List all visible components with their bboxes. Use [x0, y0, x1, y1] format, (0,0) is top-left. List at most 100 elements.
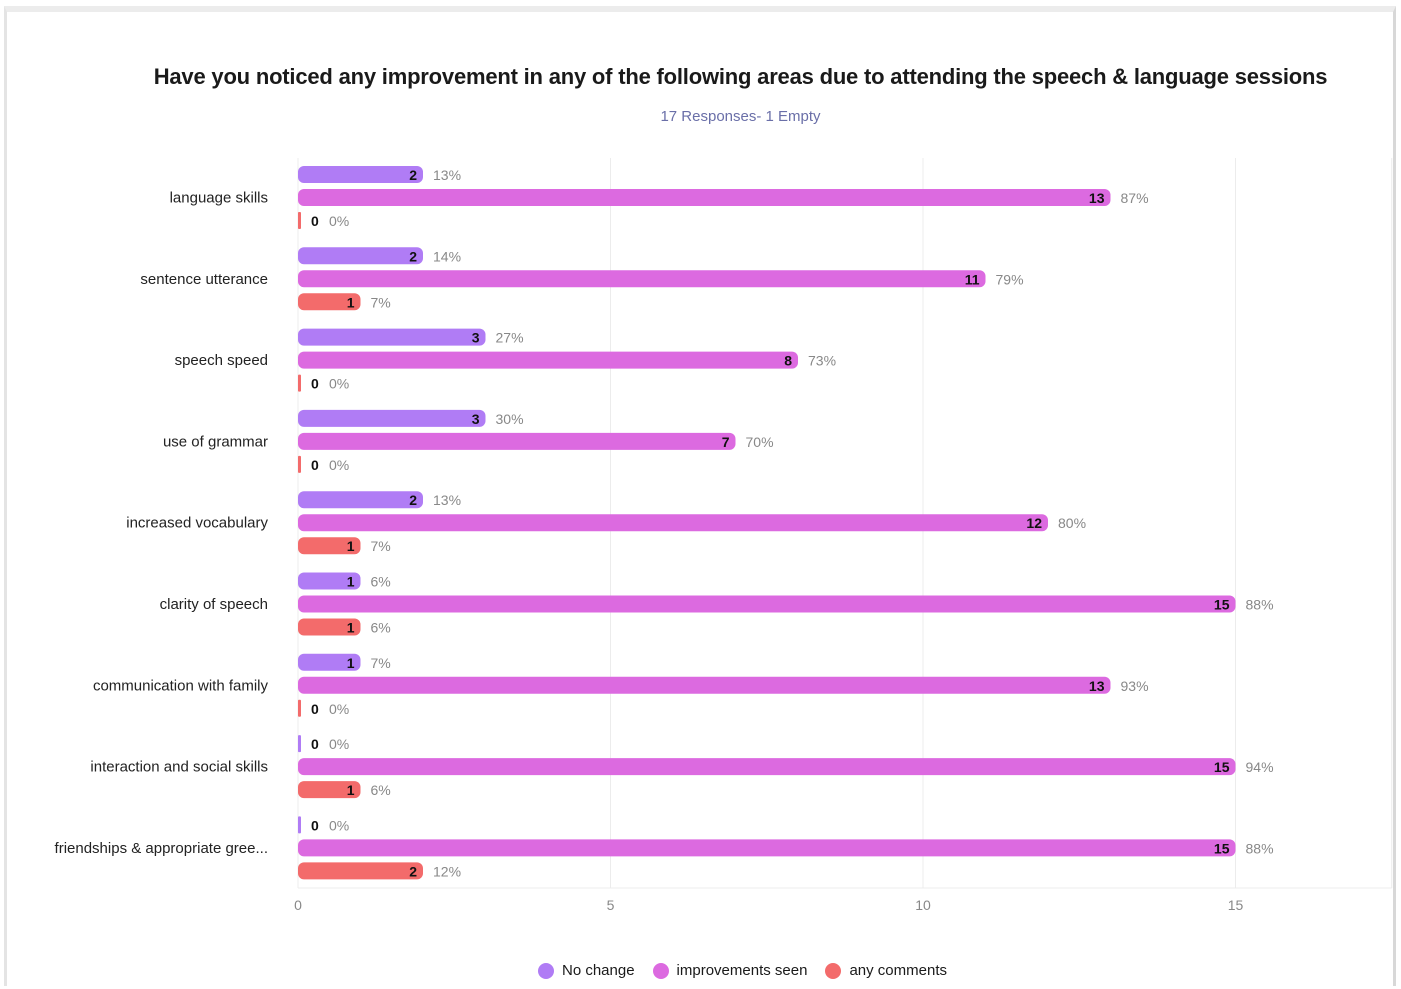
bar-value-2-0: 0 — [311, 213, 319, 229]
bar-percent-2-5: 6% — [371, 620, 391, 636]
bar-value-2-8: 2 — [409, 863, 417, 879]
bar-2-3 — [298, 455, 301, 473]
bar-1-7 — [298, 758, 1236, 776]
bar-0-7 — [298, 735, 301, 753]
bar-percent-0-4: 13% — [433, 492, 461, 508]
chart-subtitle: 17 Responses- 1 Empty — [660, 108, 821, 125]
category-label-5: clarity of speech — [160, 596, 268, 613]
bar-2-8 — [298, 862, 423, 880]
bar-value-2-5: 1 — [347, 620, 355, 636]
bar-percent-2-7: 6% — [371, 782, 391, 798]
legend-swatch-no-change — [537, 962, 554, 979]
bar-1-4 — [298, 514, 1048, 532]
bar-percent-0-7: 0% — [329, 736, 349, 752]
bar-percent-2-8: 12% — [433, 863, 461, 879]
bar-percent-0-0: 13% — [433, 167, 461, 183]
bar-2-0 — [298, 212, 301, 229]
bar-1-3 — [298, 432, 736, 450]
bar-0-4 — [298, 491, 423, 509]
bar-percent-1-3: 70% — [746, 434, 774, 450]
bar-value-1-7: 15 — [1214, 759, 1230, 775]
legend-swatch-any-comments — [825, 962, 842, 979]
bar-0-6 — [298, 653, 361, 671]
bar-percent-1-7: 94% — [1246, 759, 1274, 775]
legend-swatch-improvements-seen — [652, 962, 669, 979]
bar-value-0-1: 2 — [409, 248, 417, 264]
bar-value-2-2: 0 — [311, 376, 319, 392]
bar-value-0-6: 1 — [347, 655, 355, 671]
bar-percent-1-0: 87% — [1121, 190, 1149, 206]
legend-item-any-comments[interactable]: any comments — [825, 962, 947, 979]
bar-1-5 — [298, 595, 1236, 613]
category-label-1: sentence utterance — [140, 271, 268, 288]
bar-0-5 — [298, 572, 361, 590]
legend-label-any-comments: any comments — [849, 962, 947, 979]
bar-2-1 — [298, 293, 361, 311]
bar-1-6 — [298, 676, 1111, 694]
bar-value-1-4: 12 — [1026, 515, 1042, 531]
chart-title: Have you noticed any improvement in any … — [153, 64, 1328, 89]
bar-value-1-8: 15 — [1214, 840, 1230, 856]
category-label-3: use of grammar — [163, 433, 268, 450]
bar-percent-2-0: 0% — [329, 213, 349, 229]
bar-percent-0-6: 7% — [371, 655, 391, 671]
bar-0-8 — [298, 816, 301, 834]
bar-percent-2-1: 7% — [371, 294, 391, 310]
bar-value-1-2: 8 — [784, 353, 792, 369]
bar-0-2 — [298, 328, 486, 346]
bar-percent-1-4: 80% — [1058, 515, 1086, 531]
bar-percent-2-6: 0% — [329, 701, 349, 717]
bar-2-5 — [298, 618, 361, 636]
bar-value-2-1: 1 — [347, 294, 355, 310]
bar-0-3 — [298, 409, 486, 427]
bar-value-0-8: 0 — [311, 817, 319, 833]
category-label-6: communication with family — [93, 677, 269, 694]
x-tick-label-10: 10 — [915, 897, 931, 913]
bar-value-0-3: 3 — [472, 411, 480, 427]
bar-2-2 — [298, 374, 301, 392]
bar-percent-1-8: 88% — [1246, 840, 1274, 856]
bar-percent-1-5: 88% — [1246, 597, 1274, 613]
category-label-7: interaction and social skills — [90, 759, 268, 776]
bar-percent-2-4: 7% — [371, 538, 391, 554]
bar-value-1-3: 7 — [722, 434, 730, 450]
bar-value-1-6: 13 — [1089, 678, 1105, 694]
legend-item-no-change[interactable]: No change — [537, 962, 635, 979]
chart-frame — [4, 6, 1396, 986]
bar-value-2-3: 0 — [311, 457, 319, 473]
bar-value-2-7: 1 — [347, 782, 355, 798]
bar-percent-0-8: 0% — [329, 817, 349, 833]
legend-label-no-change: No change — [561, 962, 635, 979]
category-label-0: language skills — [170, 190, 268, 207]
bar-0-0 — [298, 166, 423, 183]
bar-0-1 — [298, 247, 423, 265]
bar-value-0-7: 0 — [311, 736, 319, 752]
bar-value-0-0: 2 — [409, 167, 417, 183]
chart-legend: No change improvements seen any comments — [0, 962, 1401, 979]
bar-1-2 — [298, 351, 798, 369]
bar-value-2-4: 1 — [347, 538, 355, 554]
bar-percent-2-2: 0% — [329, 376, 349, 392]
category-label-8: friendships & appropriate gree... — [55, 840, 268, 857]
bar-percent-0-5: 6% — [371, 574, 391, 590]
bar-value-0-2: 3 — [472, 330, 480, 346]
bar-value-2-6: 0 — [311, 701, 319, 717]
bar-value-0-5: 1 — [347, 574, 355, 590]
bar-2-4 — [298, 537, 361, 555]
legend-item-improvements-seen[interactable]: improvements seen — [652, 962, 808, 979]
bar-percent-0-2: 27% — [496, 330, 524, 346]
x-tick-label-15: 15 — [1228, 897, 1244, 913]
category-label-4: increased vocabulary — [126, 515, 268, 532]
x-tick-label-5: 5 — [607, 897, 615, 913]
bar-1-0 — [298, 189, 1111, 206]
category-label-2: speech speed — [175, 352, 268, 369]
bar-2-6 — [298, 699, 301, 717]
bar-percent-1-6: 93% — [1121, 678, 1149, 694]
legend-label-improvements-seen: improvements seen — [676, 962, 808, 979]
bar-1-1 — [298, 270, 986, 288]
bar-percent-0-1: 14% — [433, 248, 461, 264]
bar-percent-1-2: 73% — [808, 353, 836, 369]
bar-value-0-4: 2 — [409, 492, 417, 508]
bar-value-1-5: 15 — [1214, 597, 1230, 613]
bar-2-7 — [298, 781, 361, 799]
